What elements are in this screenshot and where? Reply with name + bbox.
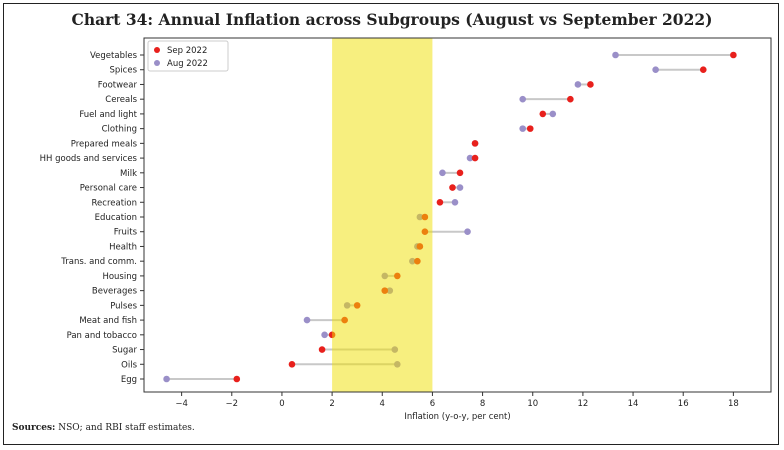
point-sep-2022: [539, 110, 547, 118]
x-tick-label: −2: [226, 399, 239, 409]
y-tick-label: Health: [109, 242, 137, 252]
source-note: Sources: NSO; and RBI staff estimates.: [12, 423, 195, 433]
y-tick-label: Cereals: [105, 95, 137, 105]
point-aug-2022: [451, 198, 459, 206]
x-tick-label: 4: [380, 399, 385, 409]
point-aug-2022: [549, 110, 557, 118]
source-text: NSO; and RBI staff estimates.: [55, 423, 195, 433]
chart-title: Chart 34: Annual Inflation across Subgro…: [71, 10, 713, 29]
point-sep-2022: [567, 95, 574, 103]
y-tick-label: Pulses: [110, 301, 137, 311]
point-sep-2022: [730, 51, 737, 59]
point-aug-2022: [612, 51, 619, 59]
point-sep-2022: [471, 140, 479, 147]
point-sep-2022: [456, 169, 464, 177]
y-tick-label: Prepared meals: [71, 139, 138, 149]
point-aug-2022: [652, 66, 659, 74]
y-tick-label: HH goods and services: [40, 154, 138, 164]
source-label: Sources:: [12, 423, 56, 433]
y-tick-label: Oils: [121, 360, 137, 370]
y-tick-label: Sugar: [112, 346, 137, 356]
y-tick-label: Meat and fish: [79, 316, 137, 326]
y-tick-label: Clothing: [102, 125, 137, 135]
legend-label: Aug 2022: [167, 59, 208, 69]
point-aug-2022: [519, 95, 527, 103]
y-tick-label: Education: [95, 213, 137, 223]
point-aug-2022: [519, 125, 527, 132]
y-tick-label: Vegetables: [90, 51, 138, 61]
point-sep-2022: [288, 360, 296, 368]
x-tick-label: 8: [480, 399, 485, 409]
y-tick-label: Milk: [120, 169, 137, 179]
point-sep-2022: [318, 346, 326, 353]
point-sep-2022: [233, 375, 241, 383]
y-tick-label: Personal care: [80, 184, 137, 194]
point-aug-2022: [574, 81, 582, 88]
legend-marker: [154, 60, 160, 66]
point-sep-2022: [699, 66, 707, 74]
legend-label: Sep 2022: [167, 46, 207, 56]
point-sep-2022: [471, 154, 479, 162]
point-aug-2022: [163, 375, 170, 383]
y-tick-label: Fruits: [114, 228, 138, 238]
y-tick-label: Housing: [102, 272, 137, 282]
x-tick-label: 6: [430, 399, 435, 409]
y-tick-label: Fuel and light: [79, 110, 137, 120]
legend-box: [147, 40, 229, 72]
point-aug-2022: [466, 154, 474, 162]
y-tick-label: Egg: [121, 375, 137, 385]
x-tick-label: −4: [175, 399, 188, 409]
x-tick-label: 0: [279, 399, 284, 409]
y-tick-label: Trans. and comm.: [60, 257, 137, 267]
point-aug-2022: [439, 169, 446, 177]
chart-frame: [3, 3, 779, 445]
point-aug-2022: [303, 316, 311, 324]
x-tick-label: 18: [728, 399, 739, 409]
y-tick-label: Spices: [110, 66, 138, 76]
x-tick-label: 12: [577, 399, 588, 409]
y-tick-label: Pan and tobacco: [67, 331, 137, 341]
x-axis-label: Inflation (y-o-y, per cent): [404, 412, 510, 422]
legend-marker: [154, 47, 160, 53]
plot-area: [143, 37, 772, 393]
point-sep-2022: [436, 198, 444, 206]
target-band: [332, 38, 433, 392]
y-tick-label: Recreation: [92, 198, 137, 208]
point-aug-2022: [464, 228, 471, 236]
x-tick-label: 2: [329, 399, 334, 409]
x-tick-label: 10: [527, 399, 538, 409]
x-tick-label: 16: [678, 399, 689, 409]
y-tick-label: Footwear: [98, 80, 138, 90]
point-sep-2022: [449, 184, 456, 191]
point-aug-2022: [456, 184, 464, 191]
point-aug-2022: [321, 331, 328, 339]
point-sep-2022: [526, 125, 534, 132]
x-tick-label: 14: [628, 399, 639, 409]
y-tick-label: Beverages: [92, 287, 138, 297]
point-sep-2022: [587, 81, 594, 88]
